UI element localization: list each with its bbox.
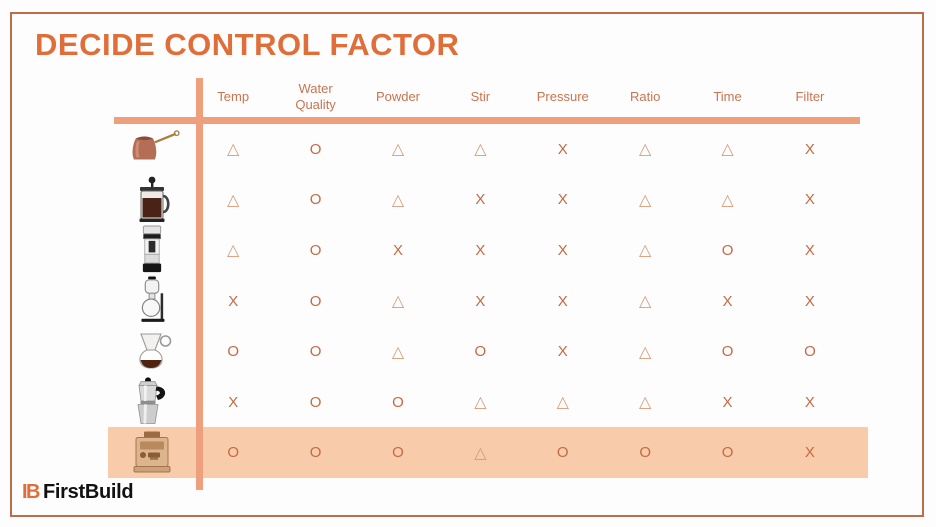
footer-logo: IB FirstBuild	[22, 481, 134, 504]
matrix-cell-espresso-machine-stir: △	[474, 444, 487, 462]
matrix-cell-espresso-machine-temp: O	[227, 444, 240, 462]
matrix-cell-turkish-cezve-water-quality: O	[309, 140, 322, 158]
matrix-cell-turkish-cezve-filter: X	[804, 140, 815, 158]
matrix-cell-moka-pot-powder: O	[392, 393, 404, 411]
matrix-cell-siphon-brewer-time: X	[722, 292, 733, 310]
device-pour-over-carafe-image	[112, 326, 192, 377]
matrix-cell-pour-over-carafe-pressure: X	[557, 343, 568, 361]
matrix-cell-moka-pot-temp: X	[228, 393, 239, 411]
matrix-cell-turkish-cezve-pressure: X	[557, 140, 568, 158]
matrix-cell-turkish-cezve-time: △	[721, 141, 734, 159]
matrix-cell-moka-pot-time: X	[722, 393, 733, 411]
matrix-cell-pour-over-carafe-powder: △	[391, 343, 405, 361]
column-header-filter: Filter	[795, 88, 825, 104]
moka-pot-icon	[137, 377, 166, 425]
column-header-pressure: Pressure	[536, 88, 589, 104]
device-turkish-cezve-image	[112, 124, 192, 175]
page-title: DECIDE CONTROL FACTOR	[35, 27, 460, 62]
matrix-cell-pour-over-carafe-stir: O	[474, 343, 487, 361]
matrix-cell-moka-pot-stir: △	[474, 394, 487, 412]
column-header-powder: Powder	[375, 88, 421, 104]
matrix-cell-espresso-machine-pressure: O	[556, 444, 569, 462]
matrix-cell-turkish-cezve-ratio: △	[638, 141, 652, 159]
header-spacer	[112, 76, 192, 118]
matrix-cell-turkish-cezve-temp: △	[227, 141, 240, 159]
matrix-cell-espresso-machine-water-quality: O	[309, 444, 322, 462]
matrix-cell-espresso-machine-time: O	[721, 444, 734, 462]
matrix-cell-electric-drip-brewer-powder: X	[392, 241, 403, 259]
column-header-water-quality: Water Quality	[295, 80, 336, 112]
matrix-cell-french-press-filter: X	[804, 191, 815, 209]
french-press-icon	[139, 176, 170, 222]
matrix-cell-electric-drip-brewer-water-quality: O	[309, 241, 322, 259]
matrix-cell-siphon-brewer-pressure: X	[557, 292, 568, 310]
device-espresso-machine-image	[112, 428, 192, 479]
matrix-body: △ O △ △ X △ △ X △ O △ X X △ △ X △ O X X X △ O X X O △ X X △ X X	[112, 124, 851, 478]
matrix-cell-pour-over-carafe-filter: O	[804, 343, 816, 361]
device-moka-pot-image	[112, 377, 192, 428]
matrix-cell-electric-drip-brewer-temp: △	[227, 242, 240, 260]
matrix-cell-french-press-ratio: △	[638, 191, 652, 209]
matrix-cell-french-press-water-quality: O	[309, 191, 322, 209]
matrix-cell-siphon-brewer-filter: X	[804, 292, 815, 310]
matrix-cell-pour-over-carafe-ratio: △	[638, 343, 652, 361]
matrix-cell-pour-over-carafe-temp: O	[227, 343, 240, 361]
matrix-cell-electric-drip-brewer-time: O	[721, 241, 734, 259]
matrix-cell-siphon-brewer-stir: X	[475, 292, 486, 310]
device-french-press-image	[112, 175, 192, 226]
matrix-cell-moka-pot-filter: X	[804, 393, 815, 411]
matrix-cell-espresso-machine-ratio: O	[639, 444, 651, 462]
matrix-cell-pour-over-carafe-water-quality: O	[309, 343, 322, 361]
matrix-cell-french-press-temp: △	[227, 191, 240, 209]
espresso-machine-icon	[133, 431, 171, 473]
matrix-cell-electric-drip-brewer-stir: X	[475, 241, 486, 259]
matrix-header: Temp Water Quality Powder Stir Pressure Ratio…	[112, 76, 851, 118]
column-header-ratio: Ratio	[629, 88, 661, 104]
matrix-cell-turkish-cezve-stir: △	[474, 141, 487, 159]
matrix-cell-french-press-powder: △	[391, 191, 405, 209]
firstbuild-logo-text: FirstBuild	[43, 481, 134, 503]
matrix-cell-pour-over-carafe-time: O	[721, 343, 734, 361]
pour-over-carafe-icon	[139, 333, 172, 369]
matrix-cell-siphon-brewer-temp: X	[228, 292, 239, 310]
turkish-cezve-icon	[132, 130, 180, 160]
matrix-cell-siphon-brewer-water-quality: O	[309, 292, 322, 310]
electric-drip-brewer-icon	[142, 225, 162, 273]
matrix-cell-electric-drip-brewer-ratio: △	[638, 242, 652, 260]
siphon-brewer-icon	[141, 276, 165, 322]
matrix-cell-moka-pot-ratio: △	[638, 394, 652, 412]
matrix-cell-espresso-machine-filter: X	[804, 444, 815, 462]
matrix-cell-espresso-machine-powder: O	[392, 444, 404, 462]
matrix-cell-french-press-time: △	[721, 191, 734, 209]
matrix-cell-electric-drip-brewer-pressure: X	[557, 241, 568, 259]
firstbuild-logo-icon: IB	[22, 481, 41, 503]
matrix-cell-siphon-brewer-powder: △	[391, 293, 405, 311]
column-header-time: Time	[713, 88, 742, 104]
matrix-cell-siphon-brewer-ratio: △	[638, 293, 652, 311]
matrix-cell-turkish-cezve-powder: △	[391, 141, 405, 159]
column-header-stir: Stir	[470, 88, 491, 104]
matrix-cell-french-press-pressure: X	[557, 191, 568, 209]
table-header-underline	[114, 117, 860, 124]
device-siphon-brewer-image	[112, 276, 192, 327]
matrix-cell-electric-drip-brewer-filter: X	[804, 241, 815, 259]
matrix-cell-french-press-stir: X	[475, 191, 486, 209]
column-header-temp: Temp	[217, 88, 250, 104]
highlight-espresso-row	[108, 427, 868, 478]
device-electric-drip-brewer-image	[112, 225, 192, 276]
matrix-cell-moka-pot-water-quality: O	[309, 393, 322, 411]
matrix-cell-moka-pot-pressure: △	[556, 394, 569, 412]
table-vertical-divider	[196, 78, 203, 490]
